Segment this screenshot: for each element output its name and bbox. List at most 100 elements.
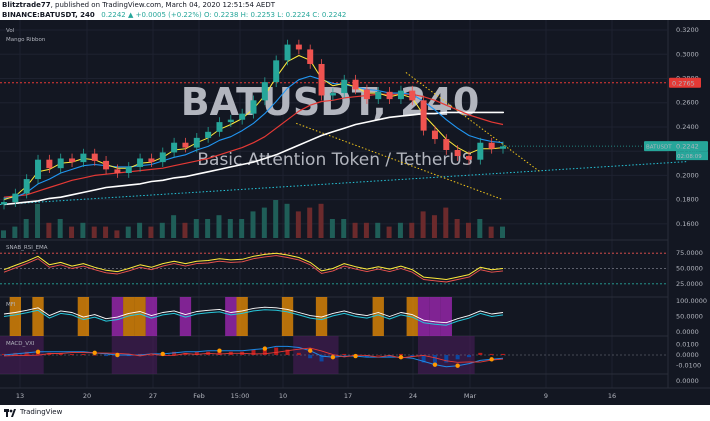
macd-histogram-bar [262, 348, 267, 355]
macd-axis-tick-label: 0.0100 [676, 340, 699, 348]
candle-body [500, 146, 506, 149]
candle-body [443, 139, 450, 150]
candle-body [1, 202, 7, 205]
volume-bar [477, 219, 483, 238]
volume-bar [137, 222, 143, 238]
volume-indicator-label: Vol [6, 28, 15, 34]
mfi-oversold-highlight [417, 297, 430, 336]
volume-bar [91, 226, 97, 238]
macd-histogram-bar [126, 355, 131, 357]
macd-histogram-bar [285, 349, 290, 355]
mfi-overbought-highlight [236, 297, 248, 336]
candle-body [91, 153, 98, 161]
macd-histogram-bar [387, 355, 392, 358]
mfi-oversold-highlight [429, 297, 441, 336]
author-name[interactable]: Blitztrade77 [2, 1, 51, 9]
macd-histogram-bar [478, 352, 483, 355]
rsi-axis-tick-label: 75.0000 [676, 249, 703, 257]
volume-bar [103, 226, 109, 238]
time-axis-tick-label: 15:00 [231, 392, 250, 400]
price-axis-tick-label: 0.3000 [676, 50, 699, 58]
mfi-overbought-highlight [32, 297, 44, 336]
rsi-indicator-label: SNAB_RSI_EMA [6, 245, 48, 251]
candle-body [35, 159, 42, 180]
macd-histogram-bar [104, 355, 109, 357]
macd-histogram-bar [421, 355, 426, 363]
volume-bar [205, 219, 211, 238]
mfi-overbought-highlight [77, 297, 90, 336]
volume-bar [35, 203, 41, 238]
macd-signal-line [3, 347, 504, 363]
candle-body [477, 142, 484, 160]
candle-body [69, 158, 76, 163]
mango-ribbon-slow-line [3, 93, 504, 198]
tradingview-logo-icon[interactable] [4, 409, 16, 417]
mfi-oversold-highlight [145, 297, 158, 336]
volume-bar [227, 219, 233, 238]
volume-bar [352, 222, 358, 238]
volume-bar [397, 222, 403, 238]
chart-canvas[interactable]: 0.32000.30000.28000.26000.24000.22000.20… [0, 20, 710, 405]
macd-histogram-bar [432, 355, 437, 364]
price-axis-tick-label: 0.1600 [676, 220, 699, 228]
support-trendline [0, 161, 689, 206]
chart-footer: TradingView [0, 405, 710, 421]
mfi-axis-tick-label: 50.0000 [676, 313, 703, 321]
macd-cross-dot [455, 363, 460, 368]
candle-body [80, 153, 87, 163]
candle-body [488, 142, 495, 149]
symbol-watermark-subtitle: Basic Attention Token / TetherUS [197, 150, 472, 170]
mfi-overbought-highlight [372, 297, 384, 336]
macd-histogram-bar [92, 355, 97, 356]
symbol-name[interactable]: BINANCE:BATUSDT, 240 [2, 11, 95, 19]
volume-bar [182, 222, 188, 238]
volume-bar [375, 222, 381, 238]
mfi-oversold-highlight [225, 297, 237, 336]
brand-name[interactable]: TradingView [20, 408, 63, 416]
volume-bar [341, 219, 347, 238]
ohlc-values: 0.2242 ▲ +0.0005 (+0.22%) O: 0.2238 H: 0… [101, 11, 347, 19]
white-moving-average-line [3, 111, 503, 206]
macd-histogram-bar [308, 355, 313, 359]
candle-body [57, 158, 64, 169]
candle-body [431, 130, 438, 140]
volume-bar [193, 219, 199, 238]
price-axis-tick-label: 0.1800 [676, 196, 699, 204]
candle-body [420, 100, 427, 131]
macd-histogram-bar [489, 353, 494, 355]
volume-bar [239, 219, 245, 238]
candle-body [352, 79, 359, 90]
mango-ribbon-mid-line [3, 75, 504, 199]
bar-countdown-label: 02:08:09 [677, 154, 702, 160]
time-axis-tick-label: Feb [193, 392, 205, 400]
macd-cross-dot [35, 349, 41, 354]
macd-cross-dot [217, 348, 222, 353]
candle-body [182, 142, 189, 148]
candle-body [216, 122, 223, 132]
mfi-overbought-highlight [134, 297, 146, 336]
mfi-overbought-highlight [281, 297, 294, 336]
resistance-price-label: 0.2765 [672, 79, 695, 87]
volume-bar [159, 222, 165, 238]
candle-body [273, 60, 280, 83]
volume-bar [1, 230, 6, 238]
mfi-axis-tick-label: 100.0000 [676, 297, 707, 305]
publisher-line: Blitztrade77, published on TradingView.c… [2, 1, 276, 9]
mfi-oversold-highlight [111, 297, 124, 336]
price-axis-tick-label: 0.2000 [676, 171, 699, 179]
chart-header: Blitztrade77, published on TradingView.c… [0, 0, 710, 20]
volume-bar [329, 219, 335, 238]
macd-histogram-bar [2, 353, 6, 355]
macd-indicator-label: MACD_VXI [6, 341, 35, 347]
macd-cross-dot [92, 350, 97, 356]
macd-histogram-bar [398, 353, 403, 355]
volume-bar [465, 222, 471, 238]
time-axis-tick-label: 24 [409, 392, 417, 400]
mfi-line [3, 309, 504, 326]
symbol-price-tag-label: BATUSDT [646, 145, 672, 151]
volume-bar [431, 215, 437, 238]
candle-body [46, 159, 53, 169]
macd-axis-tick-label: -0.0100 [676, 362, 701, 370]
volume-bar [307, 207, 313, 238]
mfi-white-line [3, 306, 504, 324]
